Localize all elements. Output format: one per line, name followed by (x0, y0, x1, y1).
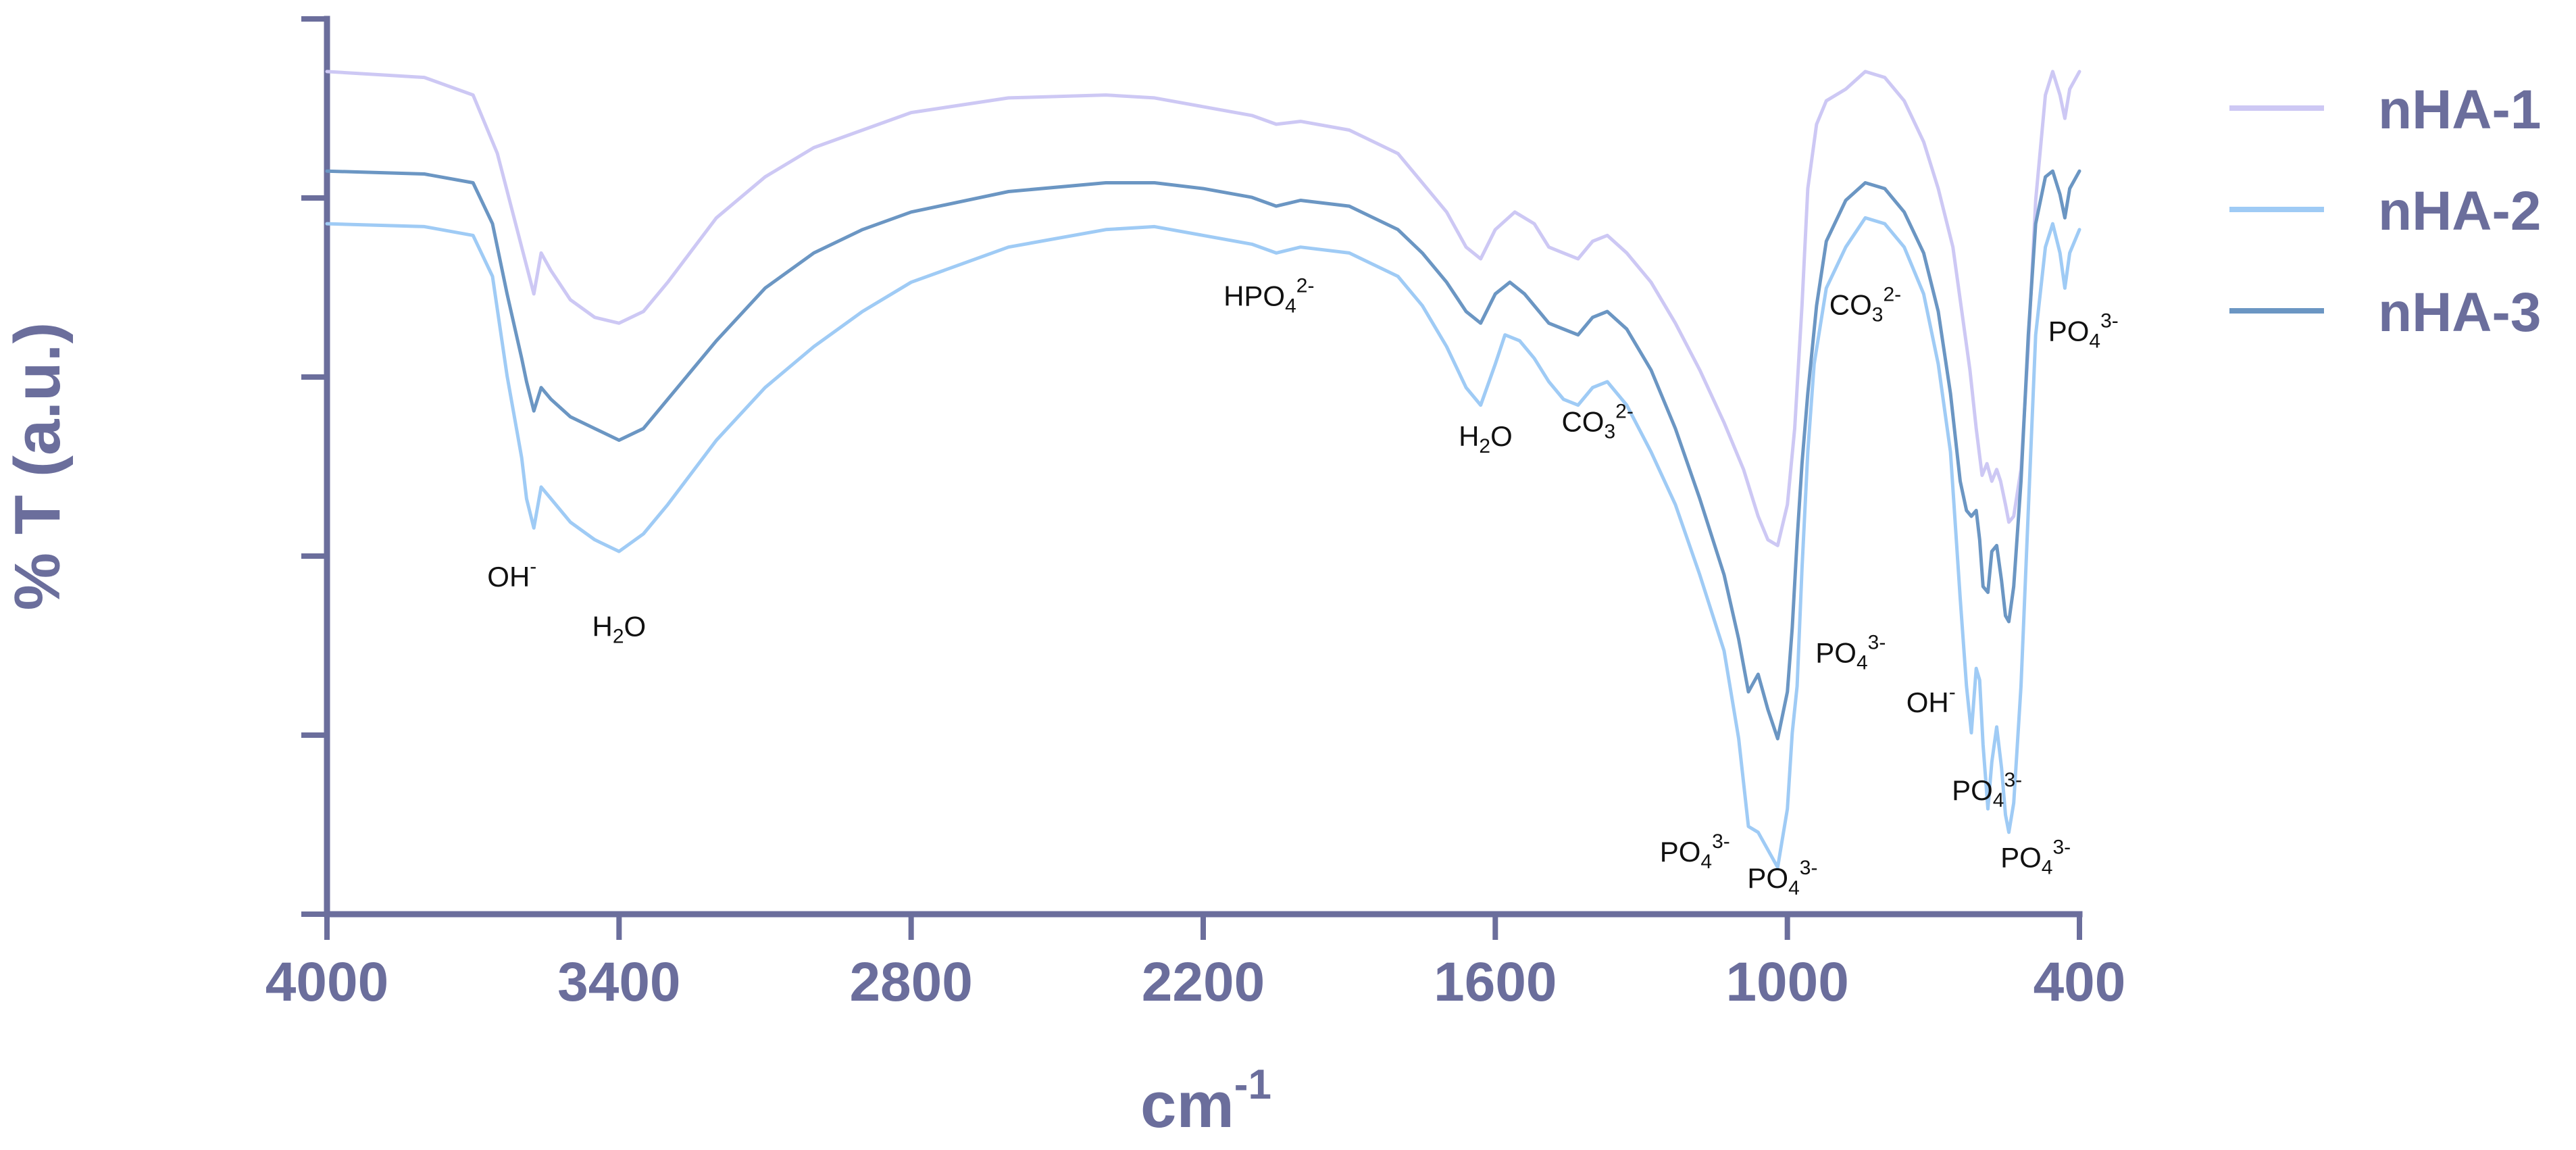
peak-annotation: OH- (487, 555, 536, 593)
series-line-nHA-3 (325, 169, 2081, 741)
peak-annotation: CO32- (1829, 283, 1901, 326)
annotation-group: OH- H2O HPO42- H2O CO32- CO32- PO43- PO43- OH- PO… (487, 274, 2118, 899)
x-tick-label: 2800 (849, 951, 972, 1013)
peak-annotation: PO43- (2048, 309, 2119, 352)
x-tick-label: 1000 (1725, 951, 1848, 1013)
x-tick-label: 3400 (557, 951, 680, 1013)
peak-annotation: PO43- (2000, 836, 2071, 879)
x-tick-label: 2200 (1142, 951, 1265, 1013)
peak-annotation: HPO42- (1223, 274, 1314, 317)
peak-annotation: H2O (592, 611, 646, 648)
x-axis-title-sup: -1 (1234, 1061, 1271, 1108)
series-line-nHA-1 (325, 70, 2081, 547)
x-axis-title: cm-1 (1140, 1061, 1271, 1141)
peak-annotation: H2O (1459, 420, 1513, 457)
peak-annotation: PO43- (1815, 632, 1886, 674)
legend-label-nHA-3: nHA-3 (2378, 282, 2541, 343)
series-line-nHA-2 (325, 216, 2081, 870)
x-tick-label: 400 (2034, 951, 2126, 1013)
series-group (325, 70, 2081, 870)
x-axis-title-base: cm (1140, 1069, 1234, 1141)
peak-annotation: OH- (1906, 681, 1956, 718)
peak-annotation: CO32- (1561, 401, 1633, 443)
y-axis-title: % T (a.u.) (1, 322, 74, 611)
legend: nHA-1 nHA-2 nHA-3 (2229, 79, 2541, 343)
peak-annotation: PO43- (1952, 769, 2022, 811)
x-tick-label: 4000 (266, 951, 388, 1013)
legend-label-nHA-1: nHA-1 (2378, 79, 2541, 141)
x-tick-label: 1600 (1434, 951, 1557, 1013)
x-tick-labels: 4000 3400 2800 2200 1600 1000 400 (266, 914, 2126, 1013)
peak-annotation: PO43- (1747, 857, 1817, 899)
y-axis-title-group: % T (a.u.) (1, 322, 74, 611)
legend-label-nHA-2: nHA-2 (2378, 180, 2541, 242)
peak-annotation: PO43- (1660, 830, 1730, 873)
